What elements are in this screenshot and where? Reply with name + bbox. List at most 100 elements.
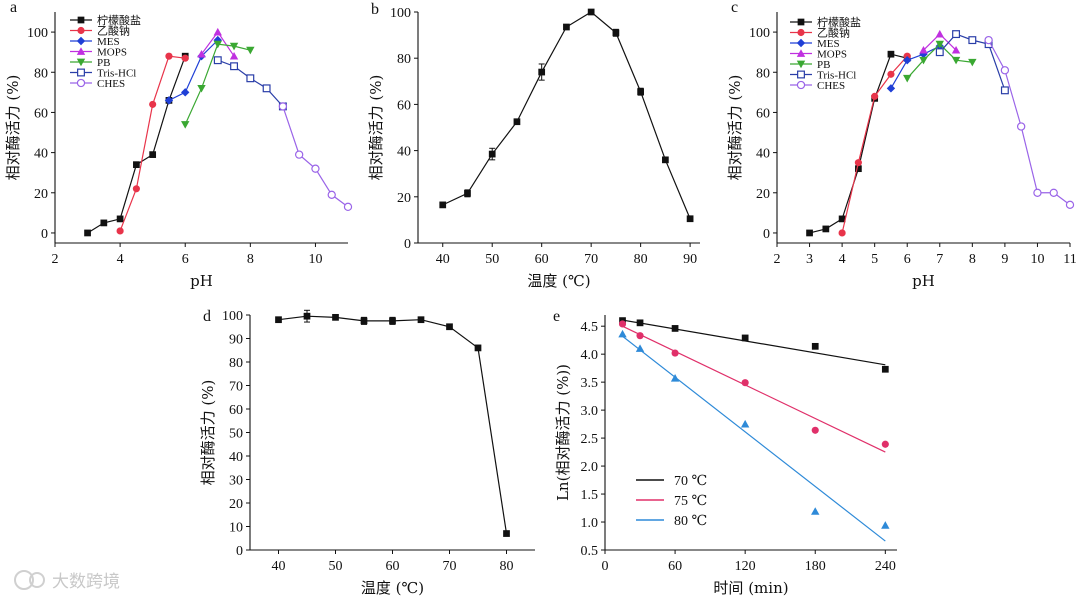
- watermark-text: 大数跨境: [52, 572, 120, 592]
- y-tick-label: 40: [397, 145, 411, 160]
- x-axis-title: 时间 (min): [713, 579, 788, 597]
- data-point: [230, 62, 239, 71]
- data-point: [636, 319, 644, 327]
- legend: 70 ℃ 75 ℃ 80 ℃: [636, 474, 707, 529]
- panel-label: a: [10, 0, 17, 16]
- x-tick-label: 180: [805, 559, 826, 574]
- y-tick-label: 80: [756, 66, 770, 81]
- y-tick-label: 20: [756, 187, 770, 202]
- data-point: [197, 49, 206, 58]
- series-line: [988, 39, 1071, 206]
- x-tick-label: 50: [329, 559, 343, 574]
- watermark: 大数跨境: [14, 570, 120, 592]
- data-point: [854, 159, 862, 167]
- legend-item-t80: 80 ℃: [636, 514, 707, 529]
- data-point: [213, 27, 222, 36]
- legend-item-acetate: 乙酸钠: [70, 24, 130, 38]
- data-point: [637, 88, 644, 96]
- x-tick-label: 2: [774, 252, 781, 267]
- data-point: [229, 42, 239, 51]
- data-point: [968, 58, 977, 67]
- x-axis-title: 温度 (℃): [361, 579, 424, 597]
- y-tick-label: 3.5: [581, 376, 599, 391]
- chart-a: 0 20 40 60 80 100 2 4 6 8 10 pH 相对酶活力 (%) a 柠檬酸盐乙酸钠MES…: [4, 0, 353, 290]
- x-tick-label: 60: [386, 559, 400, 574]
- data-point: [741, 334, 749, 342]
- data-point: [951, 56, 961, 65]
- data-point: [618, 320, 627, 328]
- series-pb: [181, 40, 255, 129]
- data-point: [116, 227, 124, 235]
- data-point: [1000, 66, 1010, 75]
- series-t80: [618, 329, 890, 542]
- x-tick-label: 90: [683, 252, 697, 267]
- x-tick-label: 10: [308, 252, 322, 267]
- legend-marker: [796, 49, 806, 57]
- data-point: [741, 379, 749, 387]
- legend-marker: [76, 36, 86, 46]
- legend-label: PB: [817, 59, 830, 71]
- legend-marker: [797, 18, 805, 26]
- x-tick-label: 7: [936, 252, 943, 267]
- series-line: [184, 43, 251, 125]
- legend-item-mes: MES: [70, 36, 120, 48]
- data-point: [84, 229, 91, 237]
- data-point: [488, 150, 496, 158]
- y-tick-label: 100: [222, 309, 243, 324]
- fit-line: [622, 335, 886, 542]
- data-point: [811, 426, 819, 434]
- series-t70: [619, 317, 889, 373]
- data-point: [811, 342, 819, 350]
- x-axis-title: pH: [912, 272, 935, 290]
- legend-label: MES: [817, 38, 840, 50]
- y-tick-label: 2.5: [581, 432, 599, 447]
- legend-marker: [77, 26, 85, 35]
- data-point: [984, 35, 993, 45]
- y-tick-label: 70: [229, 380, 243, 395]
- legend-item-t75: 75 ℃: [636, 494, 707, 509]
- legend-item-t70: 70 ℃: [636, 474, 707, 489]
- series-line: [282, 106, 349, 208]
- x-tick-label: 8: [247, 252, 254, 267]
- legend-label: 70 ℃: [674, 474, 707, 489]
- y-tick-label: 80: [397, 52, 411, 67]
- data-point: [935, 29, 944, 38]
- series-mops: [919, 29, 961, 54]
- watermark-logo-icon: [29, 572, 45, 588]
- legend-item-pb: PB: [790, 59, 830, 71]
- y-tick-label: 0: [41, 227, 48, 242]
- data-point: [968, 36, 977, 45]
- data-point: [360, 317, 368, 325]
- x-tick-label: 240: [875, 559, 896, 574]
- series-mes: [886, 41, 944, 93]
- y-tick-label: 20: [34, 187, 48, 202]
- x-tick-label: 9: [1001, 252, 1008, 267]
- data-point: [662, 156, 669, 164]
- x-tick-label: 5: [871, 252, 878, 267]
- data-point: [887, 70, 895, 78]
- fit-line: [622, 325, 886, 453]
- data-point: [1065, 200, 1075, 210]
- y-tick-label: 60: [397, 98, 411, 113]
- data-point: [213, 40, 222, 49]
- legend-marker: [76, 58, 86, 67]
- legend-item-citrate: 柠檬酸盐: [790, 15, 861, 29]
- x-tick-label: 11: [1063, 252, 1076, 267]
- legend-label: 乙酸钠: [817, 26, 850, 40]
- x-tick-label: 60: [535, 252, 549, 267]
- y-tick-label: 3.0: [581, 404, 599, 419]
- y-tick-label: 30: [229, 474, 243, 489]
- chart-e: 0.5 1.0 1.5 2.0 2.5 3.0 3.5 4.0 4.5 0 60 120 180 240 时…: [553, 308, 897, 597]
- legend-item-tris: Tris-HCl: [70, 68, 136, 80]
- data-point: [838, 215, 846, 223]
- data-point: [278, 102, 288, 111]
- legend-item-tris: Tris-HCl: [790, 70, 856, 82]
- series-acetate: [116, 52, 189, 235]
- series-line: [278, 315, 508, 534]
- series-tris: [935, 30, 1009, 95]
- panel-label: d: [203, 308, 211, 325]
- legend-label: MES: [97, 36, 120, 48]
- x-tick-label: 6: [182, 252, 189, 267]
